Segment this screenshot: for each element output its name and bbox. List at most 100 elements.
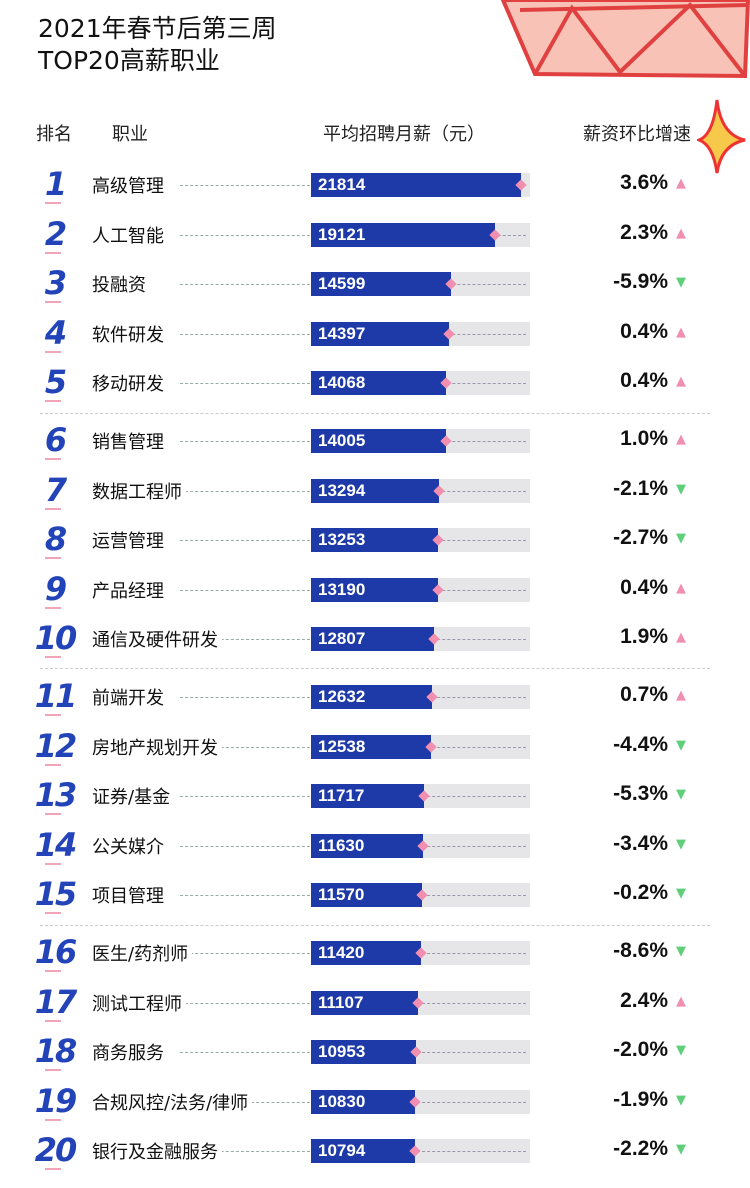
triangle-down-icon: ▼ [676, 836, 686, 852]
salary-bar [311, 941, 421, 965]
salary-bar [311, 734, 431, 759]
triangle-up-icon: ▲ [676, 324, 686, 340]
salary-value: 12807 [318, 629, 366, 648]
bar-row: 1 高级管理 21814 3.6% ▲ [0, 166, 750, 206]
job-label: 数据工程师 [92, 477, 186, 504]
job-label: 房地产规划开发 [92, 733, 222, 760]
rank-underline [45, 1168, 61, 1170]
rank-underline [45, 763, 61, 766]
leader-line [180, 1002, 310, 1004]
bar-row: 16 医生/药剂师 11420 -8.6% ▼ [0, 934, 750, 974]
job-label: 项目管理 [92, 882, 168, 908]
triangle-down-icon: ▼ [676, 1142, 686, 1157]
bar-row: 15 项目管理 11570 -0.2% ▼ [0, 876, 750, 916]
change-value: -2.1% [613, 476, 668, 500]
rank-underline [45, 813, 61, 815]
salary-bar [311, 883, 422, 907]
job-label: 测试工程师 [92, 989, 186, 1016]
salary-bar [311, 272, 451, 296]
change-value: -1.9% [613, 1087, 668, 1111]
rank-number: 14 [34, 825, 78, 864]
triangle-down-icon: ▼ [676, 787, 686, 802]
change-value: -5.3% [613, 782, 668, 805]
change-value: -2.7% [613, 526, 668, 549]
triangle-down-icon: ▼ [676, 481, 686, 497]
salary-bar [311, 321, 449, 346]
leader-line [180, 1052, 310, 1053]
salary-bar [311, 429, 446, 453]
job-label: 证券/基金 [92, 783, 175, 809]
rank-underline [45, 912, 61, 914]
rank-number: 6 [44, 421, 67, 459]
change-value: 0.4% [620, 575, 668, 599]
rank-number: 9 [44, 569, 67, 608]
bar-row: 9 产品经理 13190 0.4% ▲ [0, 571, 750, 611]
bar-row: 13 证券/基金 11717 -5.3% ▼ [0, 777, 750, 817]
chart-title: 2021年春节后第三周 [38, 14, 277, 43]
bar-row: 19 合规风控/法务/律师 10830 -1.9% ▼ [0, 1083, 750, 1123]
change-value: 3.6% [620, 171, 668, 194]
rank-number: 8 [44, 520, 67, 558]
change-value: -5.9% [613, 270, 668, 293]
rank-underline [45, 350, 61, 353]
leader-line [180, 697, 310, 698]
leader-line [180, 284, 310, 285]
rank-underline [45, 1019, 61, 1022]
rank-underline [45, 656, 61, 658]
rank-underline [45, 202, 61, 204]
rank-number: 13 [34, 776, 78, 814]
salary-value: 10794 [318, 1141, 366, 1160]
rank-underline [45, 557, 61, 559]
triangle-down-icon: ▼ [676, 1092, 686, 1108]
rank-underline [45, 301, 61, 303]
rank-number: 16 [34, 933, 78, 971]
salary-value: 11717 [318, 786, 365, 805]
triangle-up-icon: ▲ [676, 993, 686, 1009]
rank-number: 10 [34, 619, 78, 657]
change-value: -4.4% [613, 732, 668, 756]
salary-bar [311, 1040, 416, 1064]
triangle-down-icon: ▼ [676, 737, 686, 753]
salary-value: 11570 [318, 885, 365, 904]
header-salary: 平均招聘月薪（元） [323, 124, 485, 145]
leader-line [180, 953, 310, 954]
rank-number: 20 [34, 1131, 78, 1169]
salary-value: 12632 [318, 687, 366, 706]
bar-row: 2 人工智能 19121 2.3% ▲ [0, 216, 750, 256]
header-rank: 排名 [36, 124, 72, 145]
salary-bar [311, 627, 434, 651]
salary-bar [311, 478, 439, 503]
change-value: 0.4% [620, 369, 668, 392]
group-separator [40, 413, 710, 414]
group-separator [40, 925, 710, 926]
sparkle-icon [697, 99, 746, 174]
job-label: 移动研发 [92, 370, 168, 396]
salary-bar [311, 222, 495, 247]
bar-row: 17 测试工程师 11107 2.4% ▲ [0, 984, 750, 1024]
salary-bar [311, 577, 438, 602]
rank-number: 1 [44, 165, 67, 203]
leader-line [180, 441, 310, 442]
rank-number: 11 [34, 677, 78, 715]
job-label: 医生/药剂师 [92, 940, 193, 966]
triangle-down-icon: ▼ [676, 886, 686, 901]
triangle-up-icon: ▲ [676, 176, 686, 191]
change-value: 1.0% [620, 427, 668, 450]
salary-value: 13190 [318, 579, 366, 599]
triangle-up-icon: ▲ [676, 374, 686, 389]
salary-value: 21814 [318, 175, 366, 194]
salary-value: 14397 [318, 323, 366, 343]
leader-line [180, 234, 310, 236]
job-label: 人工智能 [92, 221, 168, 248]
change-value: -0.2% [613, 881, 668, 904]
bar-row: 10 通信及硬件研发 12807 1.9% ▲ [0, 620, 750, 660]
change-value: -2.2% [613, 1137, 668, 1160]
salary-bar [311, 990, 418, 1015]
rank-underline [45, 400, 61, 402]
rank-number: 17 [34, 982, 78, 1021]
rank-underline [45, 507, 61, 510]
salary-value: 10830 [318, 1091, 366, 1111]
change-value: -8.6% [613, 939, 668, 962]
change-value: 1.9% [620, 625, 668, 648]
triangle-up-icon: ▲ [676, 225, 686, 241]
